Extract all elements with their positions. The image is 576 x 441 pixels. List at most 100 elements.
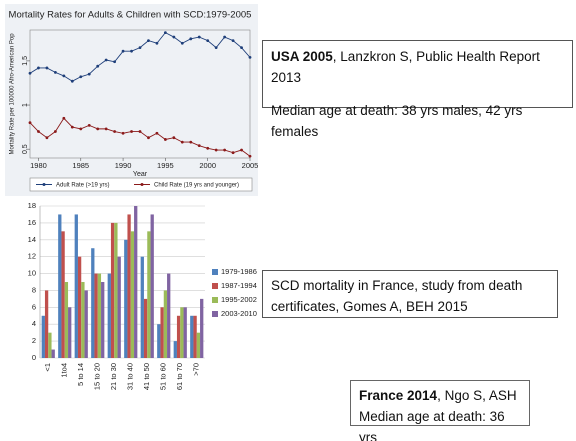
x-tick-label: 2000	[199, 161, 216, 170]
legend-label: Child Rate (19 yrs and younger)	[154, 183, 239, 189]
y-tick-label: 1	[22, 103, 29, 107]
point	[138, 130, 142, 133]
point	[172, 35, 176, 39]
bar	[167, 273, 171, 358]
legend-label: 1979-1986	[221, 267, 257, 276]
y-tick-label: 0.5	[22, 144, 29, 154]
plot-frame	[29, 29, 251, 159]
point	[96, 127, 100, 131]
x-tick-label: 61 to 70	[175, 363, 184, 390]
bar	[147, 231, 151, 358]
point	[53, 130, 57, 133]
point	[37, 130, 40, 133]
bar	[77, 256, 82, 358]
bar	[68, 307, 72, 358]
point	[223, 35, 227, 39]
y-axis-label: Mortality Rate per 100000 Afro-American …	[10, 33, 16, 155]
y-tick-label: 0	[32, 353, 36, 362]
point	[37, 66, 40, 70]
bar	[196, 332, 201, 358]
bold-text: France 2014	[359, 388, 438, 403]
bar	[114, 222, 118, 358]
bar	[107, 273, 111, 358]
y-tick-label: 10	[28, 269, 36, 278]
text-line: Median age at death: 38 yrs males, 42 yr…	[271, 100, 564, 142]
point	[240, 46, 243, 50]
x-tick-label: 21 to 30	[109, 363, 118, 390]
text-box: USA 2005, Lanzkron S, Public Health Repo…	[262, 40, 573, 139]
x-tick-label: 1990	[115, 161, 132, 170]
x-tick-label: 1995	[157, 161, 174, 170]
bar	[193, 315, 197, 358]
legend-swatch	[212, 269, 218, 275]
bold-text: USA 2005	[271, 49, 333, 64]
point	[155, 131, 159, 135]
bar	[134, 206, 138, 358]
point	[70, 125, 74, 129]
legend-label: 1987-1994	[221, 281, 257, 290]
bar	[190, 315, 194, 358]
text-box: SCD mortality in France, study from deat…	[262, 270, 558, 318]
point	[155, 41, 159, 45]
bar	[163, 290, 168, 358]
bar	[94, 273, 98, 358]
y-tick-label: 18	[28, 201, 36, 210]
point	[113, 130, 117, 133]
bar	[61, 231, 65, 358]
x-tick-label: 1985	[72, 161, 89, 170]
bar	[84, 290, 88, 358]
point	[197, 35, 201, 39]
point	[96, 64, 100, 68]
point	[121, 131, 125, 135]
text-line: USA 2005, Lanzkron S, Public Health Repo…	[271, 46, 564, 88]
text-line: France 2014, Ngo S, ASH	[359, 385, 521, 406]
bar	[160, 307, 164, 358]
x-tick-label: 5 to 14	[76, 363, 85, 386]
y-tick-label: 4	[32, 319, 36, 328]
point	[45, 136, 49, 140]
text: , Lanzkron S, Public Health Report 2013	[271, 49, 540, 85]
point	[163, 138, 167, 141]
text-line: Median age at death: 36 yrs	[359, 406, 521, 441]
bar	[124, 239, 128, 358]
point	[180, 140, 184, 144]
point	[130, 130, 133, 133]
point	[240, 148, 243, 152]
point	[180, 41, 184, 45]
legend-label: 1995-2002	[221, 295, 257, 304]
point	[28, 71, 32, 75]
y-tick-label: 12	[28, 252, 36, 261]
bar	[130, 231, 135, 358]
bar	[150, 214, 154, 358]
text-box: France 2014, Ngo S, ASH Median age at dea…	[350, 380, 530, 441]
bar	[180, 307, 184, 358]
point	[147, 136, 150, 140]
point	[87, 72, 91, 76]
legend-marker	[42, 183, 46, 186]
bar	[110, 222, 115, 358]
point	[206, 39, 210, 42]
point	[62, 74, 66, 78]
point	[214, 46, 218, 50]
bar	[140, 256, 144, 358]
text-line: SCD mortality in France, study from deat…	[271, 275, 549, 317]
x-tick-label: 1980	[30, 161, 47, 170]
x-tick-label: 15 to 20	[93, 363, 102, 390]
x-tick-label: 41 to 50	[142, 363, 151, 390]
point	[231, 39, 235, 42]
point	[53, 70, 57, 74]
bar	[117, 256, 121, 358]
x-tick-label: 51 to 60	[159, 363, 168, 390]
point	[138, 46, 142, 50]
bar	[127, 214, 131, 358]
point	[87, 123, 91, 127]
point	[248, 55, 252, 59]
point	[172, 136, 176, 140]
point	[163, 31, 167, 35]
legend-marker	[140, 183, 144, 186]
point	[206, 146, 210, 150]
bar	[74, 214, 78, 358]
text: Median age at death: 36 yrs	[359, 409, 505, 441]
